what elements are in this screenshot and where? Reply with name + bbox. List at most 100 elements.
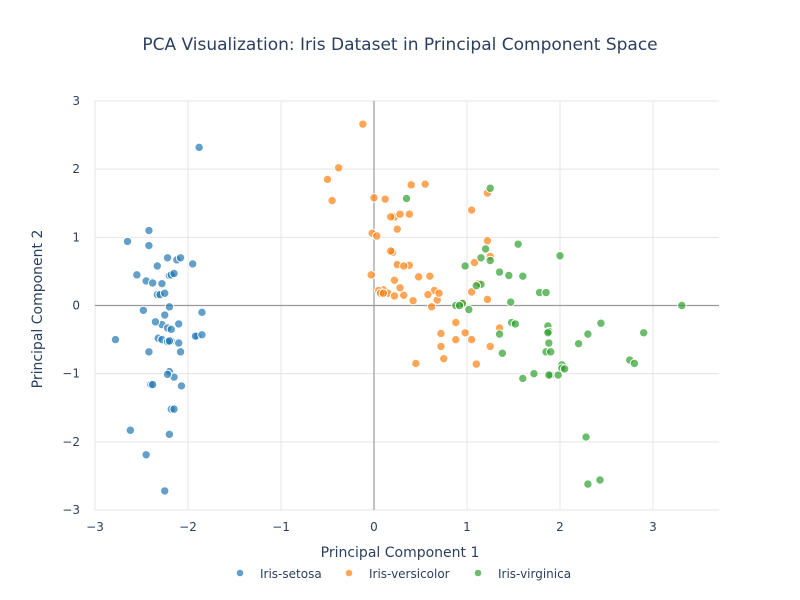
data-point[interactable] xyxy=(413,272,424,282)
data-point[interactable] xyxy=(144,347,154,357)
data-point[interactable] xyxy=(583,479,593,489)
data-point[interactable] xyxy=(555,251,565,261)
data-point[interactable] xyxy=(510,319,521,329)
data-point[interactable] xyxy=(543,328,553,338)
data-point[interactable] xyxy=(471,359,481,369)
data-point[interactable] xyxy=(677,300,687,311)
data-point[interactable] xyxy=(544,338,554,348)
data-point[interactable] xyxy=(436,341,446,352)
data-point[interactable] xyxy=(454,300,465,311)
data-point[interactable] xyxy=(401,193,412,204)
data-point[interactable] xyxy=(469,257,480,268)
data-point[interactable] xyxy=(358,119,368,129)
data-point[interactable] xyxy=(559,364,570,374)
data-point[interactable] xyxy=(451,317,461,328)
data-point[interactable] xyxy=(166,324,176,335)
data-point[interactable] xyxy=(476,253,486,263)
data-point[interactable] xyxy=(197,307,207,318)
data-point[interactable] xyxy=(144,225,154,236)
data-point[interactable] xyxy=(404,209,415,219)
data-point[interactable] xyxy=(629,358,640,369)
data-point[interactable] xyxy=(573,338,584,349)
data-point[interactable] xyxy=(439,353,449,364)
data-point[interactable] xyxy=(164,429,175,440)
data-point[interactable] xyxy=(395,283,405,293)
data-point[interactable] xyxy=(169,404,179,414)
data-point[interactable] xyxy=(482,236,493,246)
data-point[interactable] xyxy=(506,297,516,307)
data-point[interactable] xyxy=(420,179,430,189)
legend-item[interactable]: Iris-versicolor xyxy=(344,567,450,581)
data-point[interactable] xyxy=(425,271,435,281)
data-point[interactable] xyxy=(553,370,563,380)
data-point[interactable] xyxy=(451,334,461,345)
data-point[interactable] xyxy=(518,271,528,281)
data-point[interactable] xyxy=(369,193,379,203)
data-point[interactable] xyxy=(132,270,142,280)
data-point[interactable] xyxy=(541,287,551,298)
data-point[interactable] xyxy=(460,328,470,338)
data-point[interactable] xyxy=(152,261,163,271)
data-point[interactable] xyxy=(160,310,170,320)
data-point[interactable] xyxy=(386,246,396,256)
data-point[interactable] xyxy=(497,348,508,358)
data-point[interactable] xyxy=(157,278,167,289)
data-point[interactable] xyxy=(372,231,382,241)
data-point[interactable] xyxy=(389,291,400,301)
data-point[interactable] xyxy=(466,287,477,297)
data-point[interactable] xyxy=(596,318,606,328)
data-point[interactable] xyxy=(583,329,593,339)
data-point[interactable] xyxy=(485,255,495,266)
data-point[interactable] xyxy=(164,336,175,346)
data-point[interactable] xyxy=(389,275,400,285)
data-point[interactable] xyxy=(162,369,173,380)
data-point[interactable] xyxy=(466,334,477,345)
data-point[interactable] xyxy=(380,194,390,204)
data-point[interactable] xyxy=(175,253,186,263)
data-point[interactable] xyxy=(639,328,649,338)
data-point[interactable] xyxy=(494,329,505,339)
data-point[interactable] xyxy=(423,289,433,300)
data-point[interactable] xyxy=(460,261,470,271)
data-point[interactable] xyxy=(392,224,402,234)
data-point[interactable] xyxy=(434,288,444,298)
data-point[interactable] xyxy=(399,261,409,271)
data-point[interactable] xyxy=(513,239,523,249)
data-point[interactable] xyxy=(485,183,495,193)
data-point[interactable] xyxy=(504,270,514,281)
data-point[interactable] xyxy=(150,317,161,327)
data-point[interactable] xyxy=(194,142,204,153)
data-point[interactable] xyxy=(138,305,149,315)
data-point[interactable] xyxy=(141,450,151,460)
data-point[interactable] xyxy=(122,236,133,247)
data-point[interactable] xyxy=(466,205,477,215)
data-point[interactable] xyxy=(327,195,337,206)
data-point[interactable] xyxy=(125,425,136,435)
data-point[interactable] xyxy=(485,341,495,352)
legend-item[interactable]: Iris-virginica xyxy=(473,567,571,581)
data-point[interactable] xyxy=(322,174,333,185)
data-point[interactable] xyxy=(174,338,184,348)
data-point[interactable] xyxy=(174,319,184,329)
data-point[interactable] xyxy=(162,253,173,263)
data-point[interactable] xyxy=(595,475,605,485)
data-point[interactable] xyxy=(581,432,591,442)
data-point[interactable] xyxy=(544,370,554,380)
data-point[interactable] xyxy=(494,267,505,277)
data-point[interactable] xyxy=(378,288,388,298)
data-point[interactable] xyxy=(480,244,491,254)
data-point[interactable] xyxy=(333,163,344,173)
data-point[interactable] xyxy=(518,373,528,384)
data-point[interactable] xyxy=(406,180,416,190)
data-point[interactable] xyxy=(147,278,158,288)
data-point[interactable] xyxy=(110,334,121,345)
data-point[interactable] xyxy=(169,268,179,279)
data-point[interactable] xyxy=(176,381,187,391)
data-point[interactable] xyxy=(147,379,158,390)
data-point[interactable] xyxy=(408,296,418,306)
data-point[interactable] xyxy=(197,330,207,340)
data-point[interactable] xyxy=(464,304,474,315)
data-point[interactable] xyxy=(386,212,396,222)
data-point[interactable] xyxy=(399,290,409,300)
legend-item[interactable]: Iris-setosa xyxy=(235,567,322,581)
